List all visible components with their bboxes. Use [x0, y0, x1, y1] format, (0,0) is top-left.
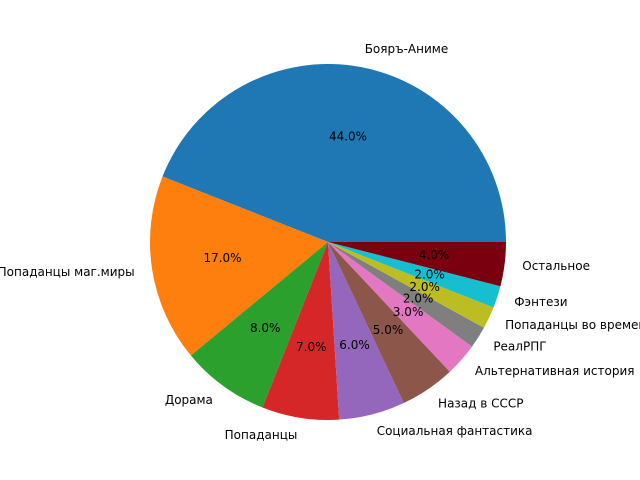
percent-label: 6.0%	[339, 338, 370, 352]
pie-slice	[328, 242, 506, 287]
pie-slice	[328, 242, 450, 404]
slice-label: Остальное	[522, 259, 590, 273]
slice-label: Социальная фантастика	[377, 424, 533, 438]
pie-slice	[328, 242, 501, 308]
percent-label: 44.0%	[329, 130, 367, 144]
slice-label: Дорама	[165, 393, 213, 407]
slice-label: Фэнтези	[514, 295, 567, 309]
pie-slice	[328, 242, 494, 328]
slice-label: Альтернативная история	[475, 364, 635, 378]
percent-label: 8.0%	[250, 321, 281, 335]
slice-label: Попаданцы во времени	[505, 318, 640, 332]
percent-label: 5.0%	[373, 323, 404, 337]
slice-label: Попаданцы маг.миры	[0, 265, 135, 279]
pie-slice	[162, 64, 506, 242]
percent-label: 4.0%	[419, 248, 450, 262]
pie-slice	[328, 242, 473, 372]
slice-label: Назад в СССР	[438, 396, 523, 410]
percent-label: 2.0%	[409, 280, 440, 294]
percent-label: 3.0%	[393, 305, 424, 319]
pie-slice	[150, 176, 328, 356]
pie-slice	[190, 242, 328, 408]
slice-label: РеалРПГ	[493, 339, 546, 353]
slice-label: Бояръ-Аниме	[365, 42, 449, 56]
slice-label: Попаданцы	[225, 428, 298, 442]
pie-slice	[328, 242, 484, 347]
pie-slice	[262, 242, 340, 420]
percent-label: 7.0%	[296, 340, 327, 354]
pie-slice	[328, 242, 404, 420]
percent-label: 2.0%	[414, 268, 445, 282]
percent-label: 2.0%	[403, 292, 434, 306]
percent-label: 17.0%	[203, 251, 241, 265]
